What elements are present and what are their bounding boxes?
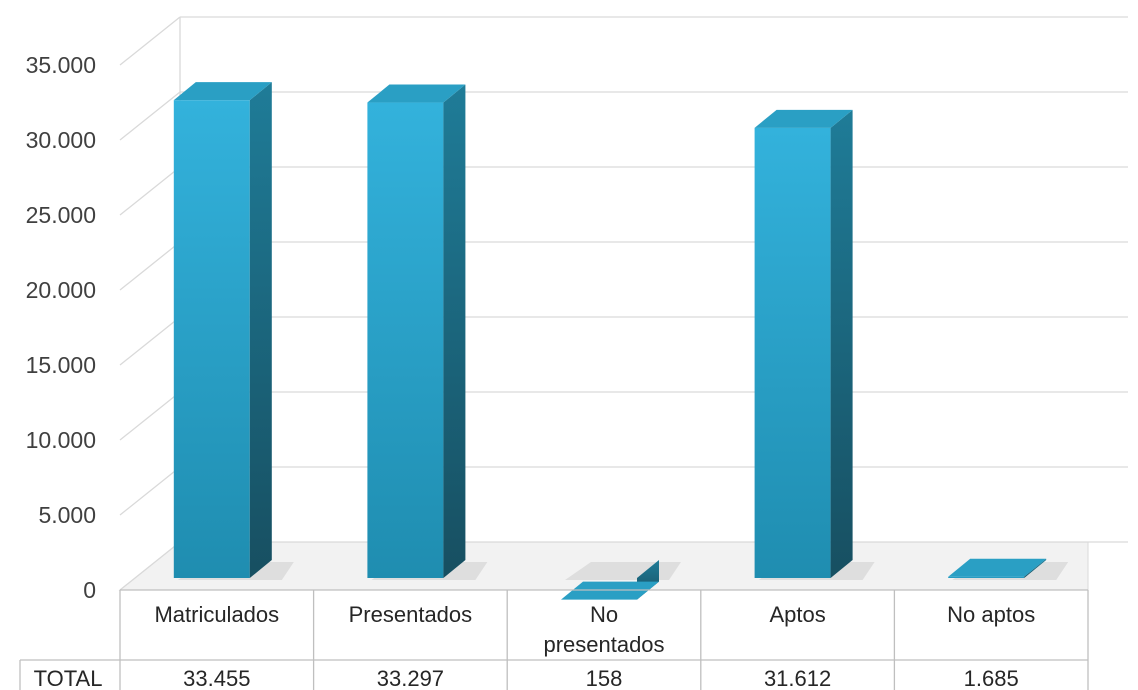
gridline-diag-5 <box>119 166 181 216</box>
category-label-line: Aptos <box>769 602 825 627</box>
value-label-3: 158 <box>586 666 623 690</box>
bar-4 <box>754 109 875 580</box>
y-tick-label-0: 0 <box>83 577 96 603</box>
data-table: TOTAL Matriculados 33.455 Presentados 33.297… <box>19 589 1089 690</box>
value-label-4: 31.612 <box>764 666 831 690</box>
y-tick-label-6: 30.000 <box>26 127 96 153</box>
bar-1 <box>173 82 294 580</box>
gridline-diag-3 <box>119 316 181 366</box>
category-label-line: Matriculados <box>154 602 279 627</box>
y-tick-label-4: 20.000 <box>26 277 96 303</box>
category-label-line: presentados <box>543 632 664 657</box>
value-label-1: 33.455 <box>183 666 250 690</box>
bar-top <box>173 82 272 101</box>
bar-front <box>754 127 831 578</box>
x-category-label-4: Aptos <box>769 602 825 627</box>
category-label-line: Presentados <box>349 602 473 627</box>
y-tick-label-1: 5.000 <box>38 502 96 528</box>
gridline-diag-7 <box>119 16 181 66</box>
x-category-label-5: No aptos <box>947 602 1035 627</box>
y-tick-label-5: 25.000 <box>26 202 96 228</box>
gridline-diag-1 <box>119 466 181 516</box>
y-tick-label-7: 35.000 <box>26 52 96 78</box>
gridline-diag-0 <box>119 541 181 591</box>
x-category-label-2: Presentados <box>349 602 473 627</box>
category-label-line: No aptos <box>947 602 1035 627</box>
value-label-5: 1.685 <box>964 666 1019 690</box>
y-tick-label-2: 10.000 <box>26 427 96 453</box>
bar-front <box>173 100 250 579</box>
category-label-line: No <box>590 602 618 627</box>
value-label-2: 33.297 <box>377 666 444 690</box>
bars <box>173 82 1069 600</box>
gridline-diag-4 <box>119 241 181 291</box>
bar-front <box>948 576 1025 578</box>
gridline-diag-2 <box>119 391 181 441</box>
y-tick-label-3: 15.000 <box>26 352 96 378</box>
x-category-label-1: Matriculados <box>154 602 279 627</box>
bar-2 <box>367 84 488 580</box>
series-label-total: TOTAL <box>34 666 103 690</box>
bar-top <box>754 109 853 128</box>
bar-side <box>830 109 853 578</box>
bar-side <box>1024 558 1047 578</box>
bar-side <box>249 82 272 579</box>
x-category-label-3: No presentados <box>543 602 664 657</box>
bar-top <box>948 558 1047 577</box>
bar-side <box>443 84 466 579</box>
bar-5 <box>948 558 1069 580</box>
gridline-diag-6 <box>119 91 181 141</box>
bar-top <box>367 84 466 103</box>
y-axis: 0 5.000 10.000 15.000 20.000 25.000 30.000 35.0… <box>26 52 96 603</box>
bar-front <box>367 102 444 579</box>
